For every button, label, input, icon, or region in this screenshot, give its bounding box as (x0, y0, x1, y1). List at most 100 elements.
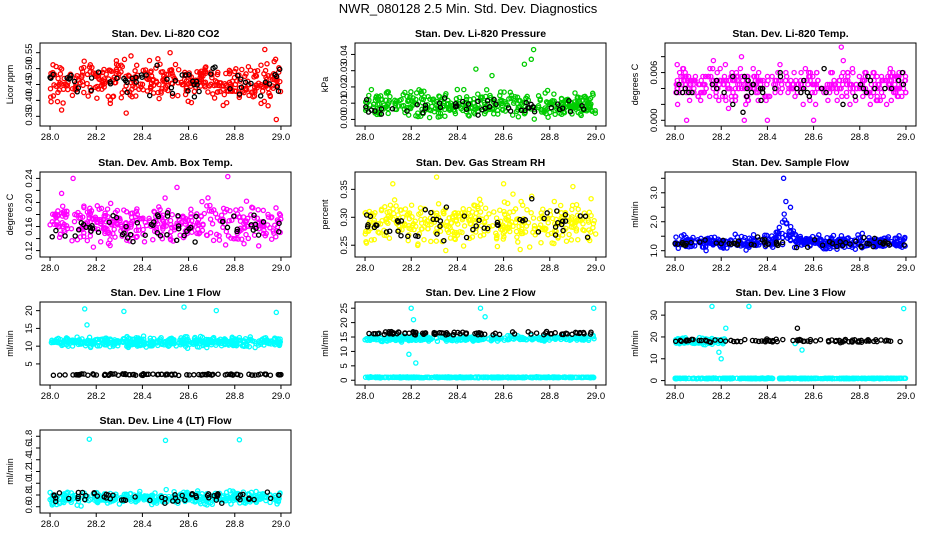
data-point (470, 96, 477, 102)
data-point (460, 101, 466, 107)
data-point (406, 215, 413, 222)
data-point (861, 243, 867, 250)
data-point (248, 212, 254, 218)
data-point (263, 371, 269, 377)
data-point (107, 100, 114, 107)
data-point (687, 81, 694, 88)
data-point (82, 342, 89, 349)
data-point (717, 65, 723, 72)
series-primary (673, 44, 909, 124)
data-point (437, 223, 443, 229)
data-point (475, 112, 481, 118)
data-point (205, 195, 211, 201)
y-tick-label: 0.6 (24, 500, 35, 513)
data-point (78, 503, 84, 509)
data-point (484, 98, 491, 104)
data-point (528, 210, 534, 216)
data-point (216, 237, 223, 243)
data-point (539, 226, 546, 233)
data-point (133, 62, 140, 69)
data-point (676, 69, 683, 76)
data-point (850, 85, 856, 92)
data-point (186, 71, 192, 78)
data-point (172, 371, 178, 377)
data-point (273, 205, 279, 211)
data-point (433, 238, 440, 244)
data-point (236, 91, 243, 97)
data-point (496, 331, 503, 338)
data-point (529, 336, 535, 343)
data-point (255, 243, 262, 249)
data-point (376, 230, 382, 236)
data-point (900, 305, 907, 312)
data-point (245, 338, 251, 344)
data-point (235, 236, 241, 242)
data-point (534, 374, 540, 380)
data-point (750, 65, 756, 72)
data-point (464, 335, 471, 342)
data-point (742, 101, 749, 108)
data-point (688, 336, 695, 343)
data-point (682, 69, 688, 76)
data-point (169, 372, 175, 378)
data-point (57, 71, 64, 77)
data-point (709, 81, 716, 88)
data-point (196, 371, 202, 378)
data-point (710, 57, 717, 64)
data-point (55, 212, 61, 218)
data-point (368, 86, 375, 93)
y-tick-label: 1.8 (24, 430, 35, 443)
data-point (50, 93, 57, 99)
data-point (179, 72, 185, 78)
data-point (191, 94, 198, 100)
data-point (146, 92, 153, 99)
data-point (871, 235, 878, 242)
data-point (219, 340, 225, 347)
data-point (374, 330, 381, 337)
y-axis-label: ml/min (630, 201, 640, 228)
data-point (483, 87, 490, 93)
data-point (524, 207, 530, 213)
data-point (363, 228, 369, 235)
data-point (552, 374, 559, 381)
data-point (191, 81, 197, 88)
data-point (861, 234, 867, 241)
data-point (204, 340, 211, 346)
data-point (127, 231, 134, 238)
data-point (716, 77, 723, 84)
data-point (813, 69, 820, 76)
data-point (752, 338, 759, 344)
data-point (780, 175, 787, 182)
data-point (508, 95, 514, 102)
data-point (538, 109, 545, 115)
y-tick-label: 0.12 (24, 241, 35, 259)
y-tick-label: 0.24 (24, 169, 35, 188)
data-point (148, 341, 155, 347)
data-point (155, 56, 161, 62)
data-point (214, 71, 221, 78)
data-point (378, 207, 385, 214)
data-point (151, 219, 157, 225)
data-point (406, 336, 413, 342)
data-point (441, 95, 448, 101)
data-point (587, 95, 594, 102)
data-point (87, 62, 94, 68)
data-point (779, 239, 786, 246)
data-point (106, 67, 112, 73)
data-point (588, 195, 594, 202)
data-point (870, 243, 876, 250)
data-point (265, 103, 271, 109)
data-point (466, 113, 472, 119)
data-point (491, 209, 497, 215)
data-point (234, 226, 241, 232)
data-point (794, 325, 801, 331)
data-point (798, 81, 805, 88)
y-axis-label: ml/min (630, 330, 640, 357)
data-point (581, 103, 587, 109)
data-point (722, 61, 729, 68)
data-point (484, 225, 491, 232)
data-point (755, 89, 761, 96)
data-point (451, 229, 458, 236)
